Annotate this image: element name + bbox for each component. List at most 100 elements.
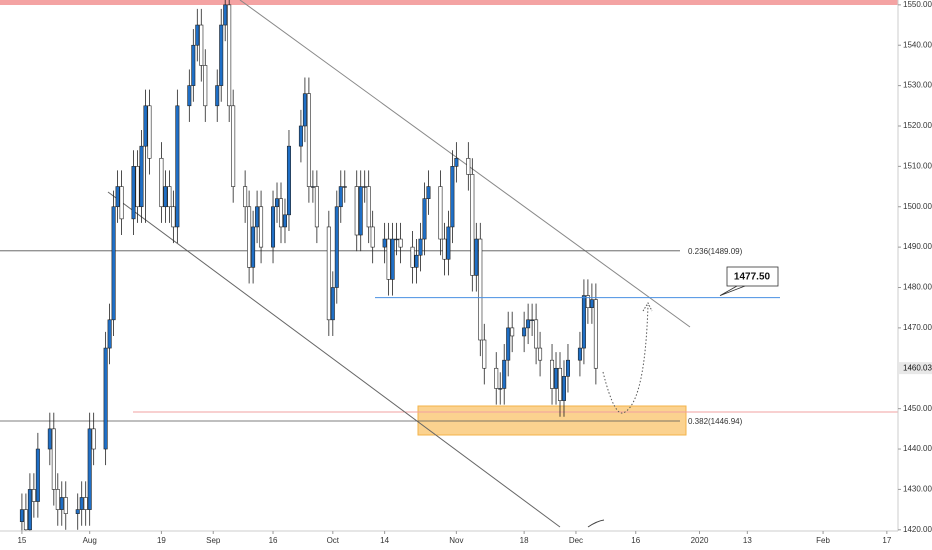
candle-body xyxy=(554,367,559,389)
candle-body xyxy=(255,206,260,228)
candle-body xyxy=(334,206,339,288)
x-tick-label: 18 xyxy=(520,536,529,545)
candle-body xyxy=(83,497,88,510)
candle-body xyxy=(534,319,539,349)
y-tick-label: 1470.00 xyxy=(903,323,932,332)
candle-body xyxy=(394,238,399,241)
x-tick-label: Nov xyxy=(449,536,463,545)
candle-body xyxy=(418,238,423,256)
candle-body xyxy=(482,339,487,369)
candle-body xyxy=(577,347,582,361)
candle-body xyxy=(526,319,531,329)
candle-body xyxy=(506,327,511,361)
y-tick-label: 1480.00 xyxy=(903,283,932,292)
fib-label: 0.236(1489.09) xyxy=(688,247,743,256)
candle-body xyxy=(410,246,415,268)
candle-body xyxy=(454,157,459,167)
callout-label: 1477.50 xyxy=(734,272,771,283)
x-tick-label: 14 xyxy=(380,536,389,545)
candle-body xyxy=(338,186,343,208)
y-tick-label: 1500.00 xyxy=(903,202,932,211)
demand-zone xyxy=(417,405,687,436)
candle-body xyxy=(450,166,455,228)
candle-body xyxy=(275,198,280,208)
candle-body xyxy=(510,327,515,337)
candle-body xyxy=(195,24,200,46)
callout-box xyxy=(726,266,779,287)
candle-body xyxy=(27,489,32,531)
candle-body xyxy=(271,206,276,248)
candle-body xyxy=(446,226,451,260)
candle-body xyxy=(191,44,196,86)
candle-body xyxy=(414,254,419,268)
resistance-band xyxy=(0,0,898,5)
y-tick-label: 1550.00 xyxy=(903,0,932,9)
y-tick-label: 1510.00 xyxy=(903,161,932,170)
candle-body xyxy=(187,85,192,107)
y-tick-label: 1440.00 xyxy=(903,444,932,453)
candle-body xyxy=(23,509,28,531)
candle-body xyxy=(478,238,483,341)
candle-body xyxy=(593,299,598,369)
x-tick-label: 2020 xyxy=(691,536,709,545)
candle-body xyxy=(282,214,287,228)
candle-body xyxy=(111,206,116,321)
candle-body xyxy=(107,319,112,349)
x-tick-label: Sep xyxy=(206,536,221,545)
candle-body xyxy=(342,186,347,188)
x-tick-label: 19 xyxy=(157,536,166,545)
candle-body xyxy=(302,93,307,127)
candle-body xyxy=(354,186,359,236)
y-tick-label: 1430.00 xyxy=(903,485,932,494)
candle-body xyxy=(203,65,208,107)
candle-body xyxy=(398,238,403,248)
candle-body xyxy=(358,186,363,236)
last-price-label: 1460.03 xyxy=(903,363,932,372)
candle-body xyxy=(163,186,168,208)
candle-body xyxy=(366,186,371,228)
candle-body xyxy=(147,105,152,159)
candle-body xyxy=(558,367,563,401)
candle-body xyxy=(115,186,120,208)
candle-body xyxy=(426,186,431,199)
x-tick-label: 15 xyxy=(17,536,26,545)
candle-body xyxy=(51,428,56,490)
candle-body xyxy=(370,226,375,248)
trendline-lower xyxy=(107,191,561,528)
y-tick-label: 1520.00 xyxy=(903,121,932,130)
candle-body xyxy=(498,388,503,390)
candle-body xyxy=(494,367,499,389)
candle-body xyxy=(470,174,475,276)
candle-body xyxy=(223,4,228,26)
candle-body xyxy=(589,299,594,308)
fib-label: 0.382(1446.94) xyxy=(688,417,743,426)
candle-body xyxy=(199,24,204,66)
candle-body xyxy=(330,287,335,321)
candle-body xyxy=(298,125,303,147)
candle-body xyxy=(55,489,60,510)
candle-body xyxy=(310,186,315,188)
candle-body xyxy=(243,186,248,208)
candle-body xyxy=(31,489,36,502)
x-tick-label: Feb xyxy=(816,536,830,545)
candle-body xyxy=(75,509,80,514)
x-tick-label: 13 xyxy=(743,536,752,545)
candle-body xyxy=(167,186,172,208)
candle-body xyxy=(139,145,144,208)
candle-body xyxy=(47,428,52,450)
candle-body xyxy=(565,359,570,377)
candle-body xyxy=(314,186,319,228)
candle-body xyxy=(103,347,108,450)
candle-body xyxy=(231,105,236,187)
candle-body xyxy=(466,157,471,175)
candle-body xyxy=(171,206,176,228)
candle-body xyxy=(585,295,590,308)
candle-body xyxy=(247,206,252,268)
candle-body xyxy=(251,226,256,268)
candle-body xyxy=(119,186,124,220)
candle-body xyxy=(502,359,507,389)
y-tick-label: 1450.00 xyxy=(903,404,932,413)
candle-body xyxy=(63,497,68,514)
candle-body xyxy=(530,319,535,321)
